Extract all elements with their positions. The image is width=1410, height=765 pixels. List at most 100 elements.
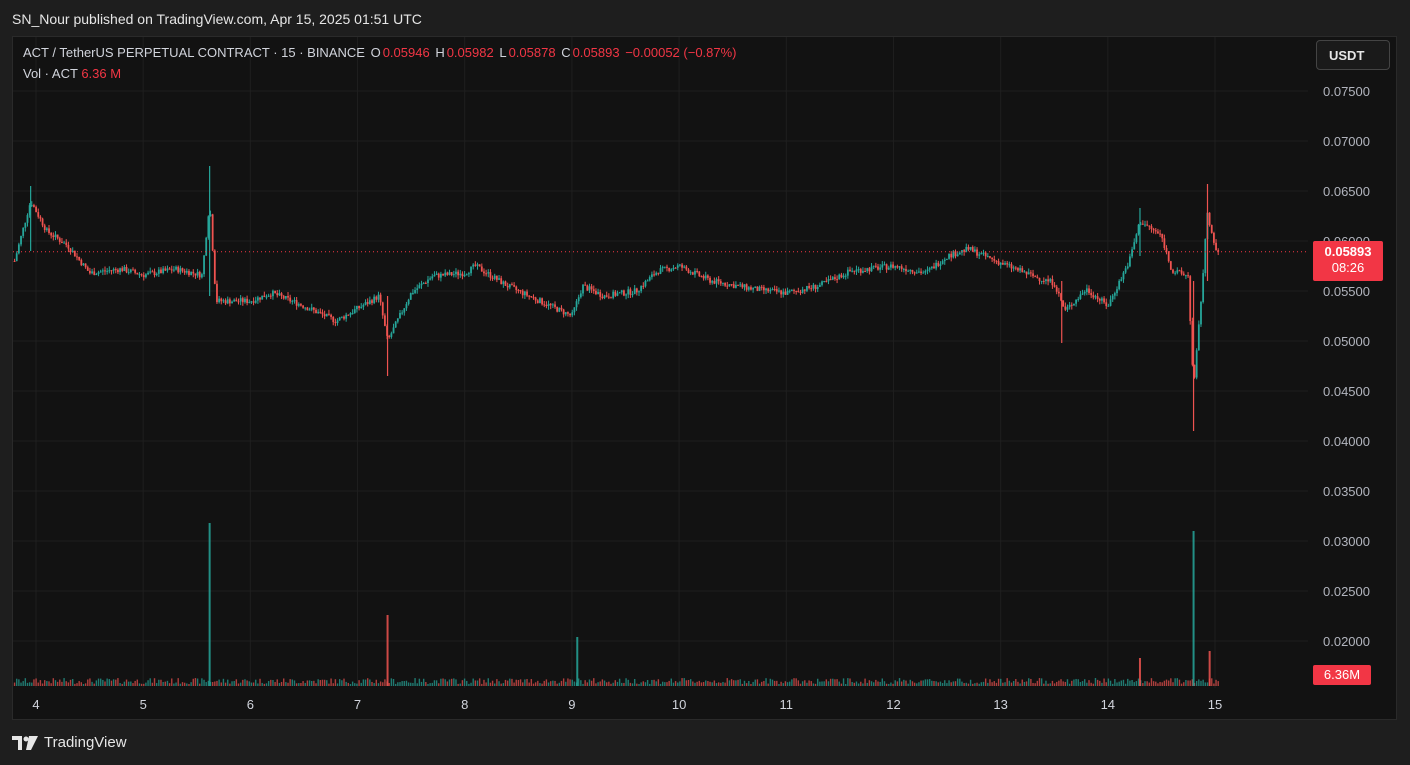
volume-bar <box>358 680 360 686</box>
volume-label[interactable]: Vol · ACT <box>23 66 78 81</box>
volume-bar <box>89 678 91 686</box>
volume-bar <box>562 678 565 686</box>
volume-bar <box>112 679 115 686</box>
chart-pane[interactable] <box>12 36 1397 720</box>
candle-body <box>1053 285 1056 287</box>
tradingview-logo[interactable]: TradingView <box>12 734 127 751</box>
candle-body <box>676 265 679 268</box>
volume-bar <box>599 681 601 686</box>
volume-bar <box>28 682 31 686</box>
candle-body <box>22 227 25 236</box>
candle-body <box>284 295 287 299</box>
candle-body <box>347 314 350 316</box>
candle-body <box>1008 264 1011 266</box>
candle-body <box>250 301 253 303</box>
volume-bar <box>143 683 145 686</box>
candle-body <box>627 289 630 295</box>
candle-body <box>1077 298 1080 300</box>
candle-body <box>532 297 535 299</box>
volume-bar <box>177 678 179 686</box>
candle-body <box>371 300 373 303</box>
candle-body <box>1042 280 1045 282</box>
candle-body <box>80 259 83 266</box>
volume-bar <box>377 683 380 686</box>
candle-body <box>737 284 739 286</box>
candle-body <box>1073 303 1075 306</box>
volume-bar <box>65 681 67 686</box>
candle-body <box>827 279 830 282</box>
candle-body <box>50 232 53 236</box>
volume-bar <box>401 681 403 686</box>
candle-body <box>1064 306 1067 310</box>
candle-body <box>1021 268 1024 273</box>
volume-bar <box>881 678 884 686</box>
volume-bar <box>1172 682 1174 686</box>
candle-body <box>183 270 186 273</box>
volume-value: 6.36 M <box>81 66 122 81</box>
candle-body <box>963 250 966 252</box>
candle-body <box>254 300 257 303</box>
candle-body <box>394 321 397 328</box>
candle-body <box>1193 364 1196 378</box>
candle-body <box>605 295 608 297</box>
candle-body <box>1014 267 1017 269</box>
volume-bar <box>407 682 410 686</box>
volume-bar <box>194 678 197 686</box>
volume-bar <box>54 680 57 686</box>
candle-body <box>353 309 356 314</box>
candle-body <box>769 289 772 292</box>
candle-body <box>797 290 800 292</box>
volume-bar <box>872 682 875 686</box>
candle-body <box>1070 304 1073 306</box>
volume-bar <box>539 683 541 686</box>
candle-body <box>870 266 873 272</box>
candle-body <box>756 286 759 291</box>
volume-bar <box>375 679 378 686</box>
volume-bar <box>102 679 104 686</box>
candle-body <box>246 298 249 303</box>
candle-body <box>603 295 606 299</box>
candle-body <box>810 288 813 290</box>
candle-body <box>704 275 707 279</box>
volume-bar <box>1073 679 1075 686</box>
candle-body <box>582 284 584 294</box>
candle-body <box>1212 232 1215 243</box>
volume-bar <box>1077 679 1079 686</box>
volume-bar <box>1180 683 1183 686</box>
volume-bar <box>270 679 272 686</box>
currency-button[interactable]: USDT <box>1316 40 1390 70</box>
candle-body <box>1090 292 1093 296</box>
volume-bar <box>160 679 162 686</box>
volume-bar <box>494 683 496 686</box>
candle-body <box>760 286 763 288</box>
candle-body <box>902 268 905 270</box>
candle-body <box>521 290 524 296</box>
volume-bar <box>560 680 563 686</box>
candle-body <box>1146 224 1149 226</box>
candle-body <box>812 284 815 289</box>
candle-body <box>855 269 858 272</box>
volume-bar <box>834 679 836 686</box>
candle-body <box>681 264 683 268</box>
candle-body <box>147 272 149 275</box>
volume-bar <box>151 682 154 686</box>
candle-body <box>965 246 968 252</box>
candle-body <box>26 215 29 223</box>
volume-bar <box>52 678 55 686</box>
candle-body <box>821 281 823 285</box>
volume-bar <box>117 678 119 686</box>
volume-bar <box>155 683 158 686</box>
y-tick-label: 0.02000 <box>1323 634 1370 649</box>
candle-body <box>121 268 124 271</box>
candle-body <box>110 270 113 272</box>
symbol-label[interactable]: ACT / TetherUS PERPETUAL CONTRACT · 15 ·… <box>23 45 365 60</box>
y-tick-label: 0.06500 <box>1323 184 1370 199</box>
volume-bar <box>509 678 511 686</box>
candle-body <box>56 234 59 239</box>
volume-bar <box>558 682 561 686</box>
volume-bar <box>41 683 44 686</box>
volume-bar <box>140 683 143 686</box>
candle-body <box>192 271 195 274</box>
volume-bar <box>967 683 970 686</box>
